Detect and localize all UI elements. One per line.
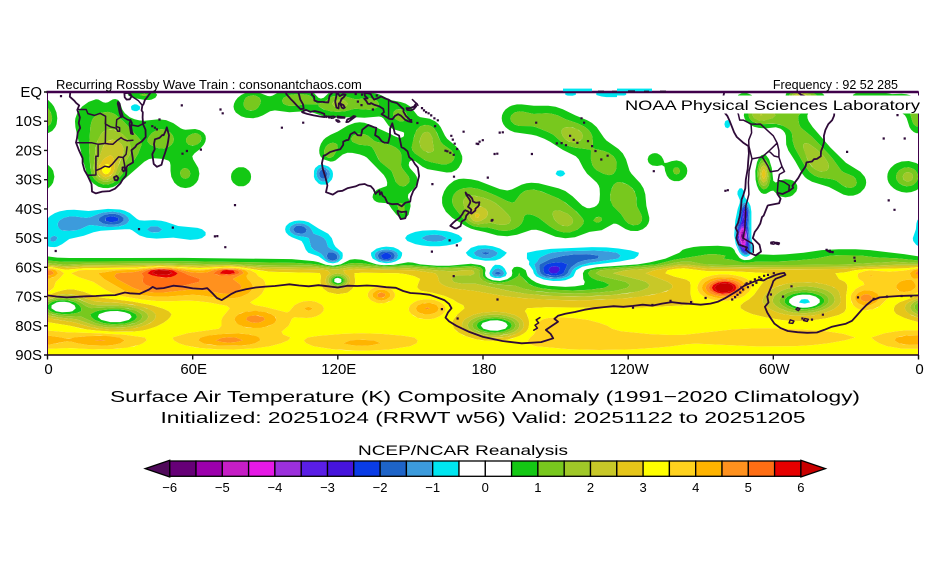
svg-text:3: 3 [639, 480, 646, 495]
svg-text:0: 0 [915, 361, 923, 378]
svg-text:180: 180 [471, 361, 496, 378]
svg-text:90S: 90S [15, 347, 42, 364]
svg-text:70S: 70S [15, 289, 42, 306]
svg-text:60E: 60E [180, 361, 207, 378]
svg-text:NOAA Physical Sciences Laborat: NOAA Physical Sciences Laboratory [625, 97, 920, 113]
svg-text:6: 6 [797, 480, 804, 495]
svg-text:−5: −5 [215, 480, 230, 495]
svg-text:120W: 120W [610, 361, 650, 378]
svg-text:80S: 80S [15, 318, 42, 335]
svg-text:EQ: EQ [20, 84, 42, 101]
svg-text:NCEP/NCAR Reanalysis: NCEP/NCAR Reanalysis [358, 442, 568, 458]
svg-text:40S: 40S [15, 201, 42, 218]
svg-text:−2: −2 [373, 480, 388, 495]
svg-text:4: 4 [692, 480, 699, 495]
svg-text:0: 0 [482, 480, 489, 495]
svg-text:120E: 120E [321, 361, 356, 378]
svg-text:60W: 60W [759, 361, 791, 378]
svg-text:5: 5 [745, 480, 752, 495]
svg-text:50S: 50S [15, 230, 42, 247]
svg-text:−3: −3 [320, 480, 335, 495]
svg-text:−1: −1 [425, 480, 440, 495]
svg-text:Surface Air Temperature (K) Co: Surface Air Temperature (K) Composite An… [110, 389, 860, 406]
svg-text:Frequency : 92 52 285: Frequency : 92 52 285 [773, 78, 898, 92]
svg-text:30S: 30S [15, 172, 42, 189]
svg-text:20S: 20S [15, 142, 42, 159]
svg-text:60S: 60S [15, 259, 42, 276]
svg-text:1: 1 [534, 480, 541, 495]
svg-text:−4: −4 [267, 480, 282, 495]
svg-text:Initialized: 20251024 (RRWT w5: Initialized: 20251024 (RRWT w56) Valid: … [161, 410, 806, 427]
svg-text:−6: −6 [162, 480, 177, 495]
svg-text:Recurring Rossby Wave Train :: Recurring Rossby Wave Train : consonantc… [56, 77, 362, 92]
svg-text:2: 2 [587, 480, 594, 495]
svg-text:10S: 10S [15, 113, 42, 130]
svg-text:0: 0 [44, 361, 52, 378]
